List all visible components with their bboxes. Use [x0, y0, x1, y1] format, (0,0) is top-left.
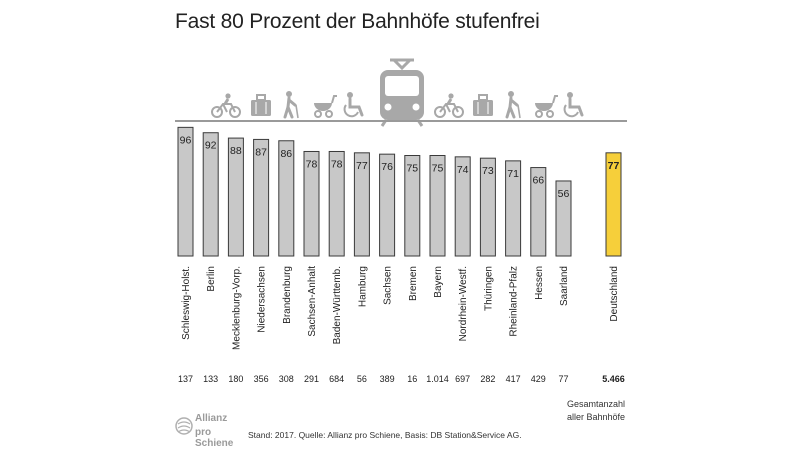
station-count: 56 — [357, 374, 367, 384]
senior-walking-icon — [283, 91, 299, 119]
bar-value-label: 66 — [532, 175, 544, 187]
bar-15 — [555, 180, 572, 257]
category-label: Sachsen-Anhalt — [307, 266, 318, 337]
category-label: Deutschland — [609, 266, 620, 322]
bar-value-label: 77 — [356, 160, 368, 172]
bar-value-label: 76 — [381, 161, 393, 173]
category-label: Hessen — [534, 266, 545, 300]
category-label: Rheinland-Pfalz — [509, 266, 520, 337]
station-count: 308 — [279, 374, 294, 384]
bar-5 — [303, 150, 320, 257]
bicycle-icon — [434, 93, 464, 118]
category-label: Nordrhein-Westf. — [458, 266, 469, 341]
station-count: 291 — [304, 374, 319, 384]
bar-11 — [454, 156, 471, 257]
stroller-icon — [314, 95, 337, 118]
category-label: Berlin — [206, 266, 217, 292]
bar-1 — [202, 132, 219, 257]
bar-6 — [328, 150, 345, 257]
bar-13 — [505, 160, 522, 257]
wheelchair-icon — [563, 92, 584, 118]
bar-16 — [605, 152, 622, 257]
bar-value-label: 86 — [280, 148, 292, 160]
station-count: 16 — [407, 374, 417, 384]
bar-8 — [379, 153, 396, 257]
bar-value-label: 74 — [457, 164, 469, 176]
station-count: 684 — [329, 374, 344, 384]
brand-line2: pro Schiene — [195, 427, 234, 449]
senior-walking-icon — [505, 91, 521, 119]
station-count: 697 — [455, 374, 470, 384]
bar-value-label: 77 — [608, 160, 620, 172]
icon-row — [211, 58, 584, 127]
luggage-icon — [251, 94, 271, 116]
bar-value-label: 56 — [558, 188, 570, 200]
total-caption-line2: aller Bahnhöfe — [566, 412, 625, 422]
bar-value-label: 73 — [482, 165, 494, 177]
brand-logo: Allianz pro Schiene — [175, 410, 245, 449]
stroller-icon — [535, 95, 558, 118]
bicycle-icon — [211, 93, 241, 118]
bar-value-label: 96 — [180, 134, 192, 146]
category-label: Bremen — [408, 266, 419, 301]
bar-value-label: 75 — [432, 163, 444, 175]
source-note: Stand: 2017. Quelle: Allianz pro Schiene… — [248, 430, 522, 440]
station-count: 133 — [203, 374, 218, 384]
bar-2 — [227, 137, 244, 257]
bar-14 — [530, 167, 547, 257]
station-count: 77 — [558, 374, 568, 384]
station-count: 5.466 — [602, 374, 625, 384]
station-count: 180 — [228, 374, 243, 384]
chart-title: Fast 80 Prozent der Bahnhöfe stufenfrei — [175, 10, 540, 33]
total-caption: Gesamtanzahl aller Bahnhöfe — [567, 398, 625, 424]
bar-9 — [404, 155, 421, 257]
bar-value-label: 75 — [406, 163, 418, 175]
category-label: Brandenburg — [282, 266, 293, 324]
brand-mark-icon — [175, 417, 193, 435]
bar-value-label: 78 — [306, 158, 318, 170]
bar-10 — [429, 155, 446, 257]
bar-value-label: 88 — [230, 145, 242, 157]
bar-value-label: 71 — [507, 168, 519, 180]
category-label: Hamburg — [357, 266, 368, 307]
wheelchair-icon — [343, 92, 364, 118]
bar-value-label: 92 — [205, 140, 217, 152]
category-label: Baden-Württemb. — [332, 266, 343, 344]
station-count: 389 — [380, 374, 395, 384]
brand-line1: Allianz — [195, 413, 228, 424]
category-label: Sachsen — [383, 266, 394, 305]
station-count: 282 — [480, 374, 495, 384]
category-label: Bayern — [433, 266, 444, 298]
bar-value-label: 78 — [331, 158, 343, 170]
category-label: Schleswig-Holst. — [181, 266, 192, 340]
station-count: 137 — [178, 374, 193, 384]
category-label: Thüringen — [483, 266, 494, 311]
luggage-icon — [473, 94, 493, 116]
total-caption-line1: Gesamtanzahl — [566, 399, 625, 409]
category-label: Niedersachsen — [257, 266, 268, 333]
bar-value-label: 87 — [255, 146, 267, 158]
bar-0 — [177, 126, 194, 257]
category-label: Saarland — [559, 266, 570, 306]
station-count: 429 — [531, 374, 546, 384]
station-count: 417 — [506, 374, 521, 384]
station-count: 1.014 — [426, 374, 449, 384]
bar-3 — [253, 138, 270, 257]
bar-7 — [353, 152, 370, 257]
bar-4 — [278, 140, 295, 257]
bars-group: 96 Schleswig-Holst. 137 92 Berlin 133 88 Meckle… — [177, 126, 625, 384]
train-icon — [380, 58, 424, 127]
station-count: 356 — [254, 374, 269, 384]
category-label: Mecklenburg-Vorp. — [231, 266, 242, 350]
bar-12 — [479, 157, 496, 257]
